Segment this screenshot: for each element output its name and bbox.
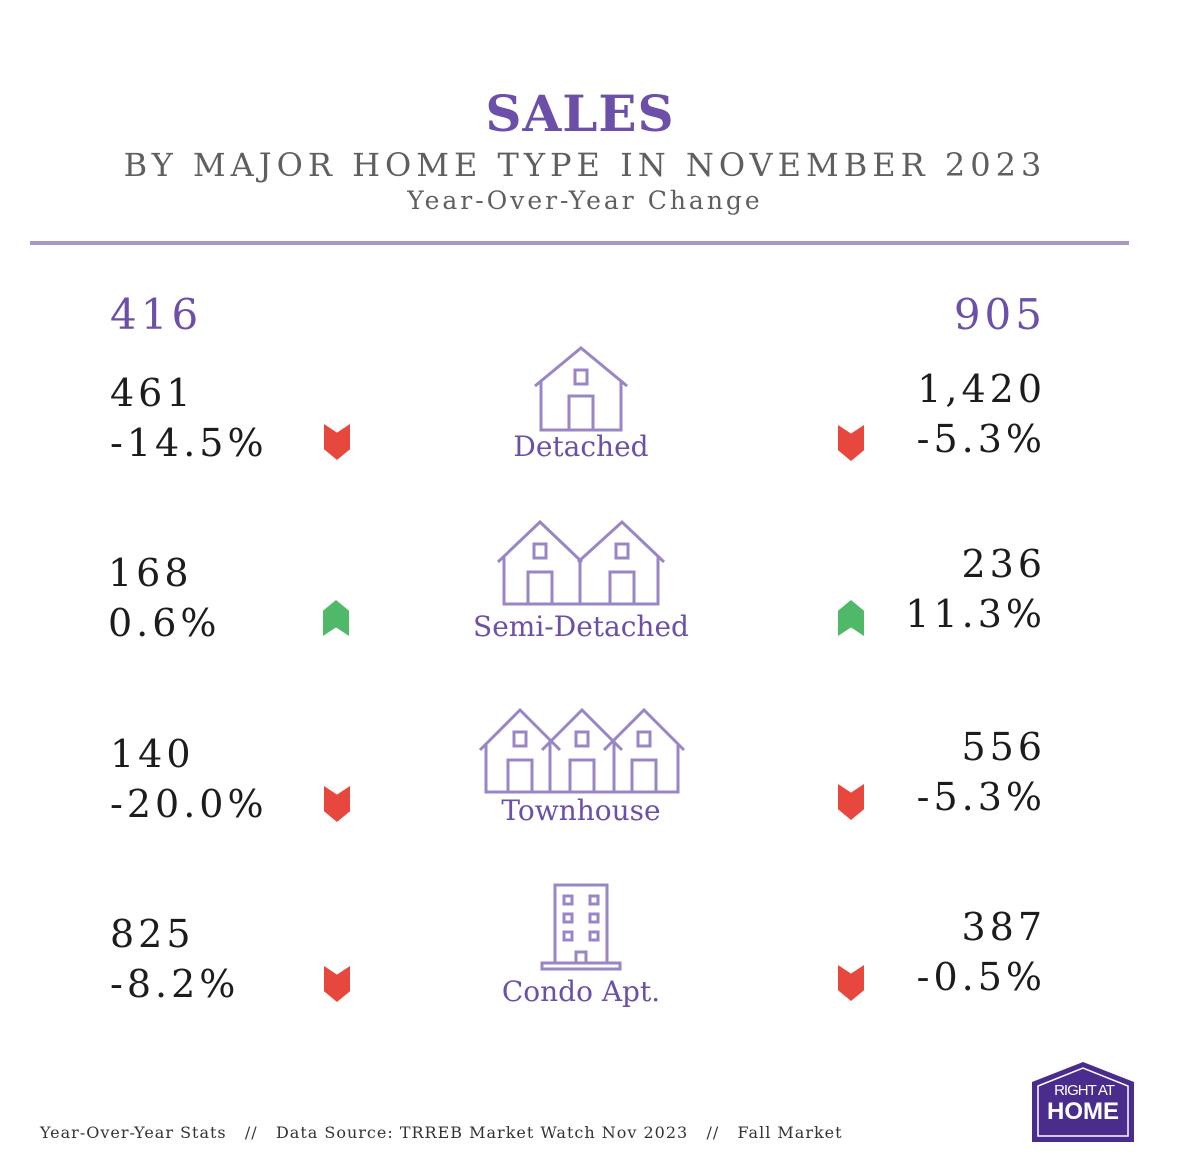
condo-building-icon	[539, 882, 623, 972]
region-905-heading: 905	[953, 290, 1046, 339]
townhouse-label: Townhouse	[501, 794, 661, 827]
semi-detached-416-up-arrow-icon	[323, 600, 349, 636]
detached-416-sales: 461	[110, 371, 195, 415]
condo-905-sales: 387	[961, 905, 1046, 949]
detached-label: Detached	[513, 430, 649, 463]
condo-416-down-arrow-icon	[324, 966, 350, 1002]
page-title: SALES	[485, 84, 675, 143]
townhouse-416-sales: 140	[110, 732, 195, 776]
footer-source: Data Source: TRREB Market Watch Nov 2023	[275, 1123, 689, 1142]
semi-detached-house-icon	[494, 518, 666, 608]
header-divider	[30, 241, 1129, 245]
townhouse-905-change: -5.3%	[916, 775, 1046, 819]
condo-905-change: -0.5%	[916, 955, 1046, 999]
semi-detached-416-change: 0.6%	[108, 601, 221, 645]
detached-416-down-arrow-icon	[324, 424, 350, 460]
footer-season: Fall Market	[737, 1123, 843, 1142]
semi-detached-905-sales: 236	[961, 542, 1046, 586]
logo-text-top: RIGHT AT	[1054, 1082, 1115, 1099]
footer-note: Year-Over-Year Stats // Data Source: TRR…	[40, 1123, 843, 1142]
detached-house-icon	[531, 344, 631, 434]
semi-detached-label: Semi-Detached	[473, 610, 689, 643]
brand-logo	[1030, 1060, 1136, 1144]
semi-detached-905-change: 11.3%	[905, 592, 1046, 636]
page-caption: Year-Over-Year Change	[407, 186, 763, 215]
townhouse-icon	[476, 706, 688, 796]
detached-416-change: -14.5%	[110, 421, 268, 465]
detached-905-change: -5.3%	[916, 417, 1046, 461]
townhouse-905-sales: 556	[961, 725, 1046, 769]
region-416-heading: 416	[110, 290, 203, 339]
townhouse-416-down-arrow-icon	[324, 786, 350, 822]
footer-separator: //	[706, 1123, 720, 1142]
page-subtitle: BY MAJOR HOME TYPE IN NOVEMBER 2023	[123, 146, 1047, 184]
condo-416-change: -8.2%	[110, 962, 240, 1006]
townhouse-416-change: -20.0%	[110, 782, 268, 826]
condo-416-sales: 825	[110, 912, 195, 956]
footer-stats: Year-Over-Year Stats	[40, 1123, 227, 1142]
semi-detached-416-sales: 168	[108, 551, 193, 595]
footer-separator: //	[244, 1123, 258, 1142]
detached-905-sales: 1,420	[917, 367, 1046, 411]
condo-label: Condo Apt.	[501, 975, 661, 1008]
logo-text-main: HOME	[1047, 1098, 1119, 1125]
